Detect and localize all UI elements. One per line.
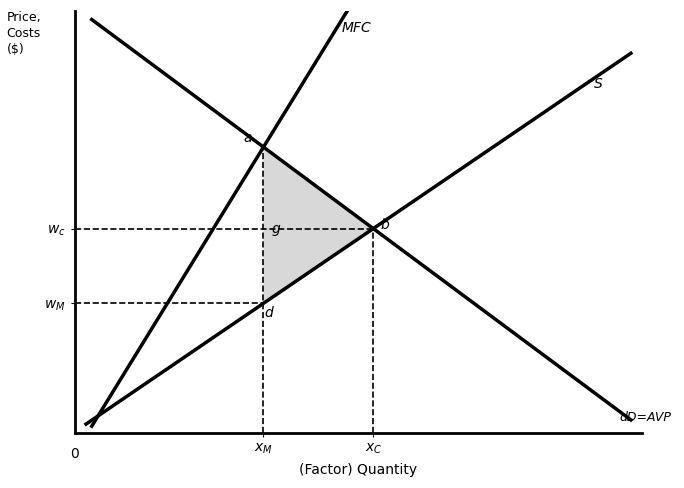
Text: b: b bbox=[380, 218, 389, 232]
Text: S: S bbox=[594, 77, 603, 91]
Text: Price,
Costs
($): Price, Costs ($) bbox=[7, 11, 41, 56]
Text: 0: 0 bbox=[70, 447, 79, 461]
X-axis label: (Factor) Quantity: (Factor) Quantity bbox=[300, 463, 417, 477]
Text: d: d bbox=[265, 306, 274, 320]
Text: g: g bbox=[272, 223, 280, 236]
Text: MFC: MFC bbox=[341, 20, 371, 35]
Text: dD=AVP: dD=AVP bbox=[620, 411, 672, 425]
Polygon shape bbox=[263, 147, 373, 304]
Text: a: a bbox=[244, 130, 252, 144]
